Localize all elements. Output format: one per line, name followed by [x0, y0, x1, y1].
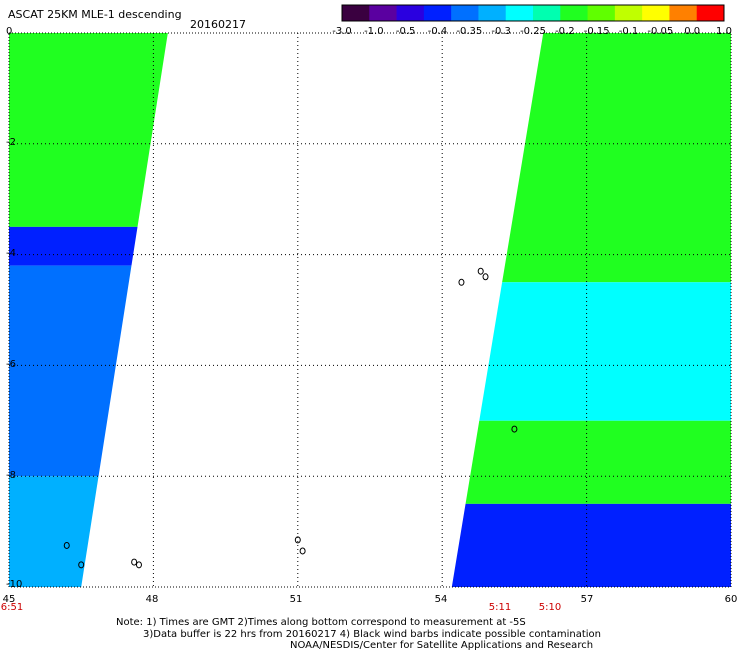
colorbar-segment: [669, 5, 698, 21]
colorbar-segment: [478, 5, 507, 21]
colorbar-tick: -3.0: [332, 26, 352, 37]
east-swath-region: [479, 282, 731, 421]
colorbar-segment: [696, 5, 725, 21]
colorbar-segment: [369, 5, 398, 21]
east-swath-region: [502, 33, 731, 283]
map-date: 20160217: [190, 18, 246, 31]
island-outline: [511, 425, 518, 433]
colorbar-segment: [560, 5, 589, 21]
colorbar-segment: [642, 5, 670, 21]
colorbar-segment: [614, 5, 643, 21]
y-tick-label: -4: [6, 248, 16, 259]
footer-note-line2: 3)Data buffer is 22 hrs from 20160217 4)…: [143, 629, 601, 640]
colorbar-tick: -0.15: [583, 26, 610, 37]
colorbar-tick: -0.05: [647, 26, 674, 37]
colorbar-tick: 0.0: [684, 26, 701, 37]
island-outline: [131, 558, 138, 566]
x-tick-label: 45: [2, 594, 16, 605]
colorbar-segment: [423, 5, 452, 21]
x-tick-label: 48: [145, 594, 159, 605]
colorbar-tick: -1.0: [364, 26, 384, 37]
footer-credit: NOAA/NESDIS/Center for Satellite Applica…: [290, 640, 594, 651]
colorbar-tick: -0.5: [395, 26, 416, 37]
island-outline: [477, 267, 484, 275]
time-label: 5:10: [538, 602, 562, 613]
island-outline: [294, 536, 301, 544]
map-frame: [8, 32, 732, 588]
west-swath-region: [9, 265, 132, 477]
x-tick-label: 60: [724, 594, 738, 605]
colorbar-tick: -0.2: [555, 26, 575, 37]
y-tick-label: -10: [6, 579, 23, 590]
x-tick-label: 51: [289, 594, 303, 605]
west-swath-region: [9, 476, 99, 587]
footer-note-line1: Note: 1) Times are GMT 2)Times along bot…: [116, 617, 526, 628]
y-tick-label: -8: [6, 470, 16, 481]
island-outline: [78, 561, 85, 569]
y-tick-label: -2: [6, 137, 16, 148]
map-title: ASCAT 25KM MLE-1 descending: [8, 8, 182, 21]
y-tick-label: 0: [6, 26, 13, 37]
east-swath-region: [465, 420, 731, 504]
colorbar-tick: 1.0: [716, 26, 732, 37]
colorbar-segment: [505, 5, 534, 21]
time-label: 5:11: [488, 602, 512, 613]
west-swath-region: [9, 226, 138, 266]
island-outline: [135, 561, 142, 569]
east-swath-region: [451, 503, 731, 587]
colorbar-tick: -0.3: [491, 26, 511, 37]
colorbar-segment: [342, 5, 370, 21]
x-tick-label: 57: [580, 594, 594, 605]
y-tick-label: -6: [6, 359, 16, 370]
colorbar-tick: -0.35: [456, 26, 483, 37]
west-swath-region: [9, 33, 168, 227]
colorbar-tick: -0.25: [520, 26, 546, 37]
island-outline: [63, 541, 70, 549]
colorbar-segment: [587, 5, 616, 21]
colorbar-labels: -3.0 -1.0 -0.5 -0.4 -0.35 -0.3 -0.25 -0.…: [332, 26, 732, 38]
colorbar-segment: [451, 5, 479, 21]
island-outline: [458, 278, 465, 286]
island-outline: [299, 547, 306, 555]
colorbar-segment: [533, 5, 561, 21]
time-label: 6:51: [0, 602, 24, 613]
colorbar-frame: [341, 4, 725, 22]
colorbar-tick: -0.1: [618, 26, 639, 37]
island-outline: [482, 273, 489, 281]
colorbar-segment: [396, 5, 425, 21]
colorbar-tick: -0.4: [427, 26, 448, 37]
x-tick-label: 54: [434, 594, 448, 605]
